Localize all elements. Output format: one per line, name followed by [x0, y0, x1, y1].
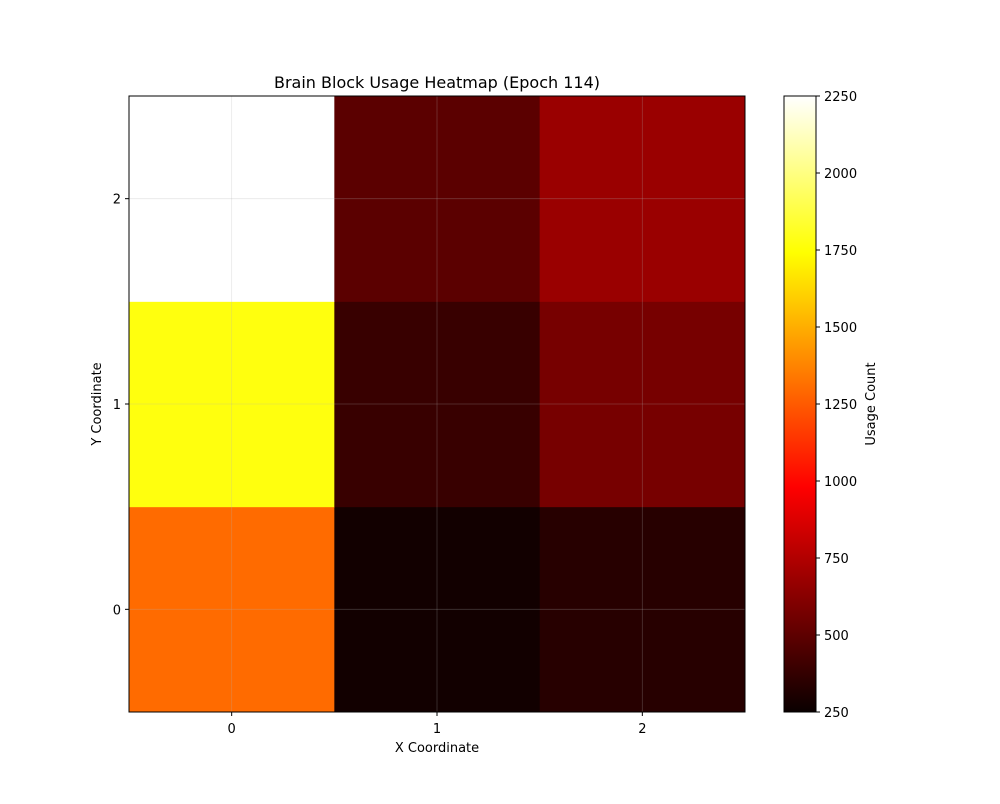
colorbar-tick-label: 2000 [824, 167, 857, 182]
y-tick-label: 1 [113, 398, 121, 413]
chart-title: Brain Block Usage Heatmap (Epoch 114) [274, 73, 600, 92]
heatmap-cell-x1-y2 [334, 96, 541, 302]
colorbar [783, 95, 817, 713]
x-tick-label: 0 [228, 722, 236, 737]
x-axis-label: X Coordinate [395, 741, 479, 756]
colorbar-tick-label: 250 [824, 706, 849, 721]
heatmap-cell-x0-y0 [129, 506, 335, 713]
x-tick-label: 1 [433, 722, 441, 737]
y-tick-label: 0 [113, 603, 121, 618]
grid-lines [129, 96, 745, 712]
x-tick-label: 2 [638, 722, 646, 737]
y-axis-ticks: 0 1 2 [113, 193, 129, 618]
heatmap-cell-x1-y1 [334, 301, 541, 508]
heatmap-cell-x1-y0 [334, 506, 541, 713]
colorbar-tick-label: 750 [824, 552, 849, 567]
heatmap-cell-x2-y1 [539, 301, 746, 508]
colorbar-tick-label: 1250 [824, 398, 857, 413]
heatmap-cell-x2-y2 [539, 96, 746, 302]
heatmap-cell-x0-y1 [129, 301, 335, 508]
colorbar-tick-label: 2250 [824, 90, 857, 105]
y-tick-label: 2 [113, 193, 121, 208]
colorbar-tick-label: 1750 [824, 244, 857, 259]
colorbar-tick-label: 500 [824, 629, 849, 644]
heatmap-cells [129, 96, 746, 713]
heatmap-cell-x2-y0 [539, 506, 746, 713]
x-axis-ticks: 0 1 2 [228, 712, 646, 737]
colorbar-tick-label: 1500 [824, 321, 857, 336]
colorbar-label: Usage Count [864, 362, 879, 445]
heatmap-cell-x0-y2 [129, 96, 335, 302]
colorbar-tick-label: 1000 [824, 475, 857, 490]
y-axis-label: Y Coordinate [90, 362, 105, 446]
colorbar-ticks: 250 500 750 1000 1250 1500 1750 2000 2250 [816, 90, 857, 721]
